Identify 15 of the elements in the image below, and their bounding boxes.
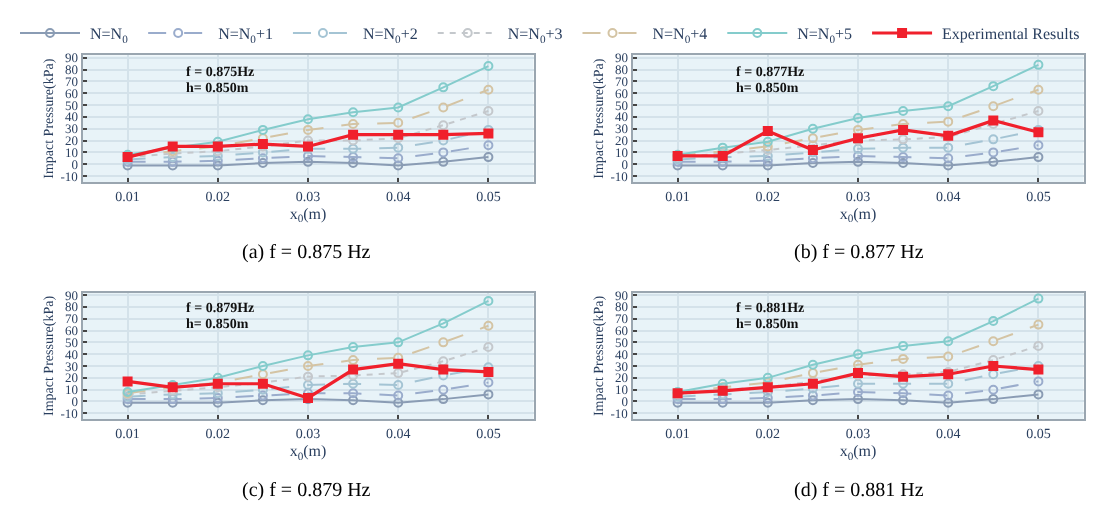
text: (a) f = 0.875 Hz xyxy=(242,242,372,264)
text: (d) f = 0.881 Hz xyxy=(794,480,925,502)
legend-label: Experimental Results xyxy=(942,25,1080,44)
text: (c) f = 0.879 Hz xyxy=(242,480,372,502)
x-axis-title: x$_{0}$(m) xyxy=(289,442,328,464)
legend-label: N=N$_{0}$+1 xyxy=(218,25,273,47)
legend-label: N=N$_{0}$+4 xyxy=(652,25,708,47)
x-axis-title: x$_{0}$(m) xyxy=(839,442,878,464)
text: (b) f = 0.877 Hz xyxy=(794,242,925,264)
legend-label: N=N$_{0}$+5 xyxy=(797,25,853,47)
legend-label: N=N$_{0}$ xyxy=(90,25,129,47)
x-axis-title: x$_{0}$(m) xyxy=(839,204,878,227)
legend-label: N=N$_{0}$+3 xyxy=(507,25,563,47)
legend-label: N=N$_{0}$+2 xyxy=(362,25,418,47)
x-axis-title: x$_{0}$(m) xyxy=(289,204,328,227)
